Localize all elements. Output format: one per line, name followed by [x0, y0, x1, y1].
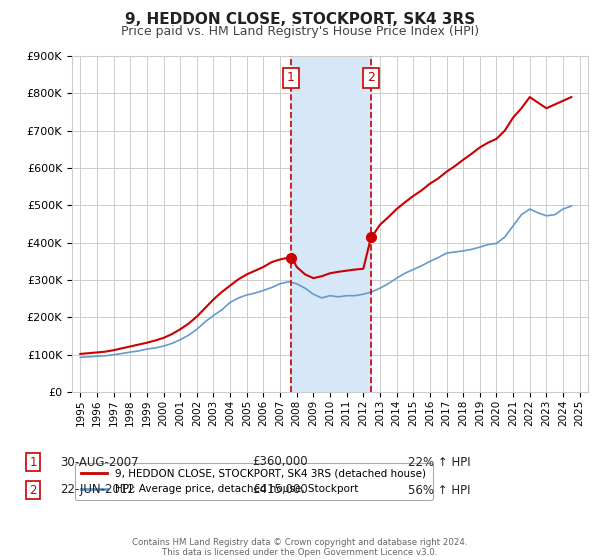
Text: 1: 1 [287, 71, 295, 85]
Text: 22% ↑ HPI: 22% ↑ HPI [408, 455, 470, 469]
Text: 30-AUG-2007: 30-AUG-2007 [60, 455, 139, 469]
Text: £360,000: £360,000 [252, 455, 308, 469]
Text: Price paid vs. HM Land Registry's House Price Index (HPI): Price paid vs. HM Land Registry's House … [121, 25, 479, 38]
Text: 9, HEDDON CLOSE, STOCKPORT, SK4 3RS: 9, HEDDON CLOSE, STOCKPORT, SK4 3RS [125, 12, 475, 27]
Text: £415,000: £415,000 [252, 483, 308, 497]
Text: 56% ↑ HPI: 56% ↑ HPI [408, 483, 470, 497]
Text: 2: 2 [367, 71, 375, 85]
Legend: 9, HEDDON CLOSE, STOCKPORT, SK4 3RS (detached house), HPI: Average price, detach: 9, HEDDON CLOSE, STOCKPORT, SK4 3RS (det… [74, 463, 433, 501]
Text: 22-JUN-2012: 22-JUN-2012 [60, 483, 135, 497]
Bar [291, 56, 371, 392]
Text: 1: 1 [29, 455, 37, 469]
Text: 2: 2 [29, 483, 37, 497]
Text: Contains HM Land Registry data © Crown copyright and database right 2024.
This d: Contains HM Land Registry data © Crown c… [132, 538, 468, 557]
